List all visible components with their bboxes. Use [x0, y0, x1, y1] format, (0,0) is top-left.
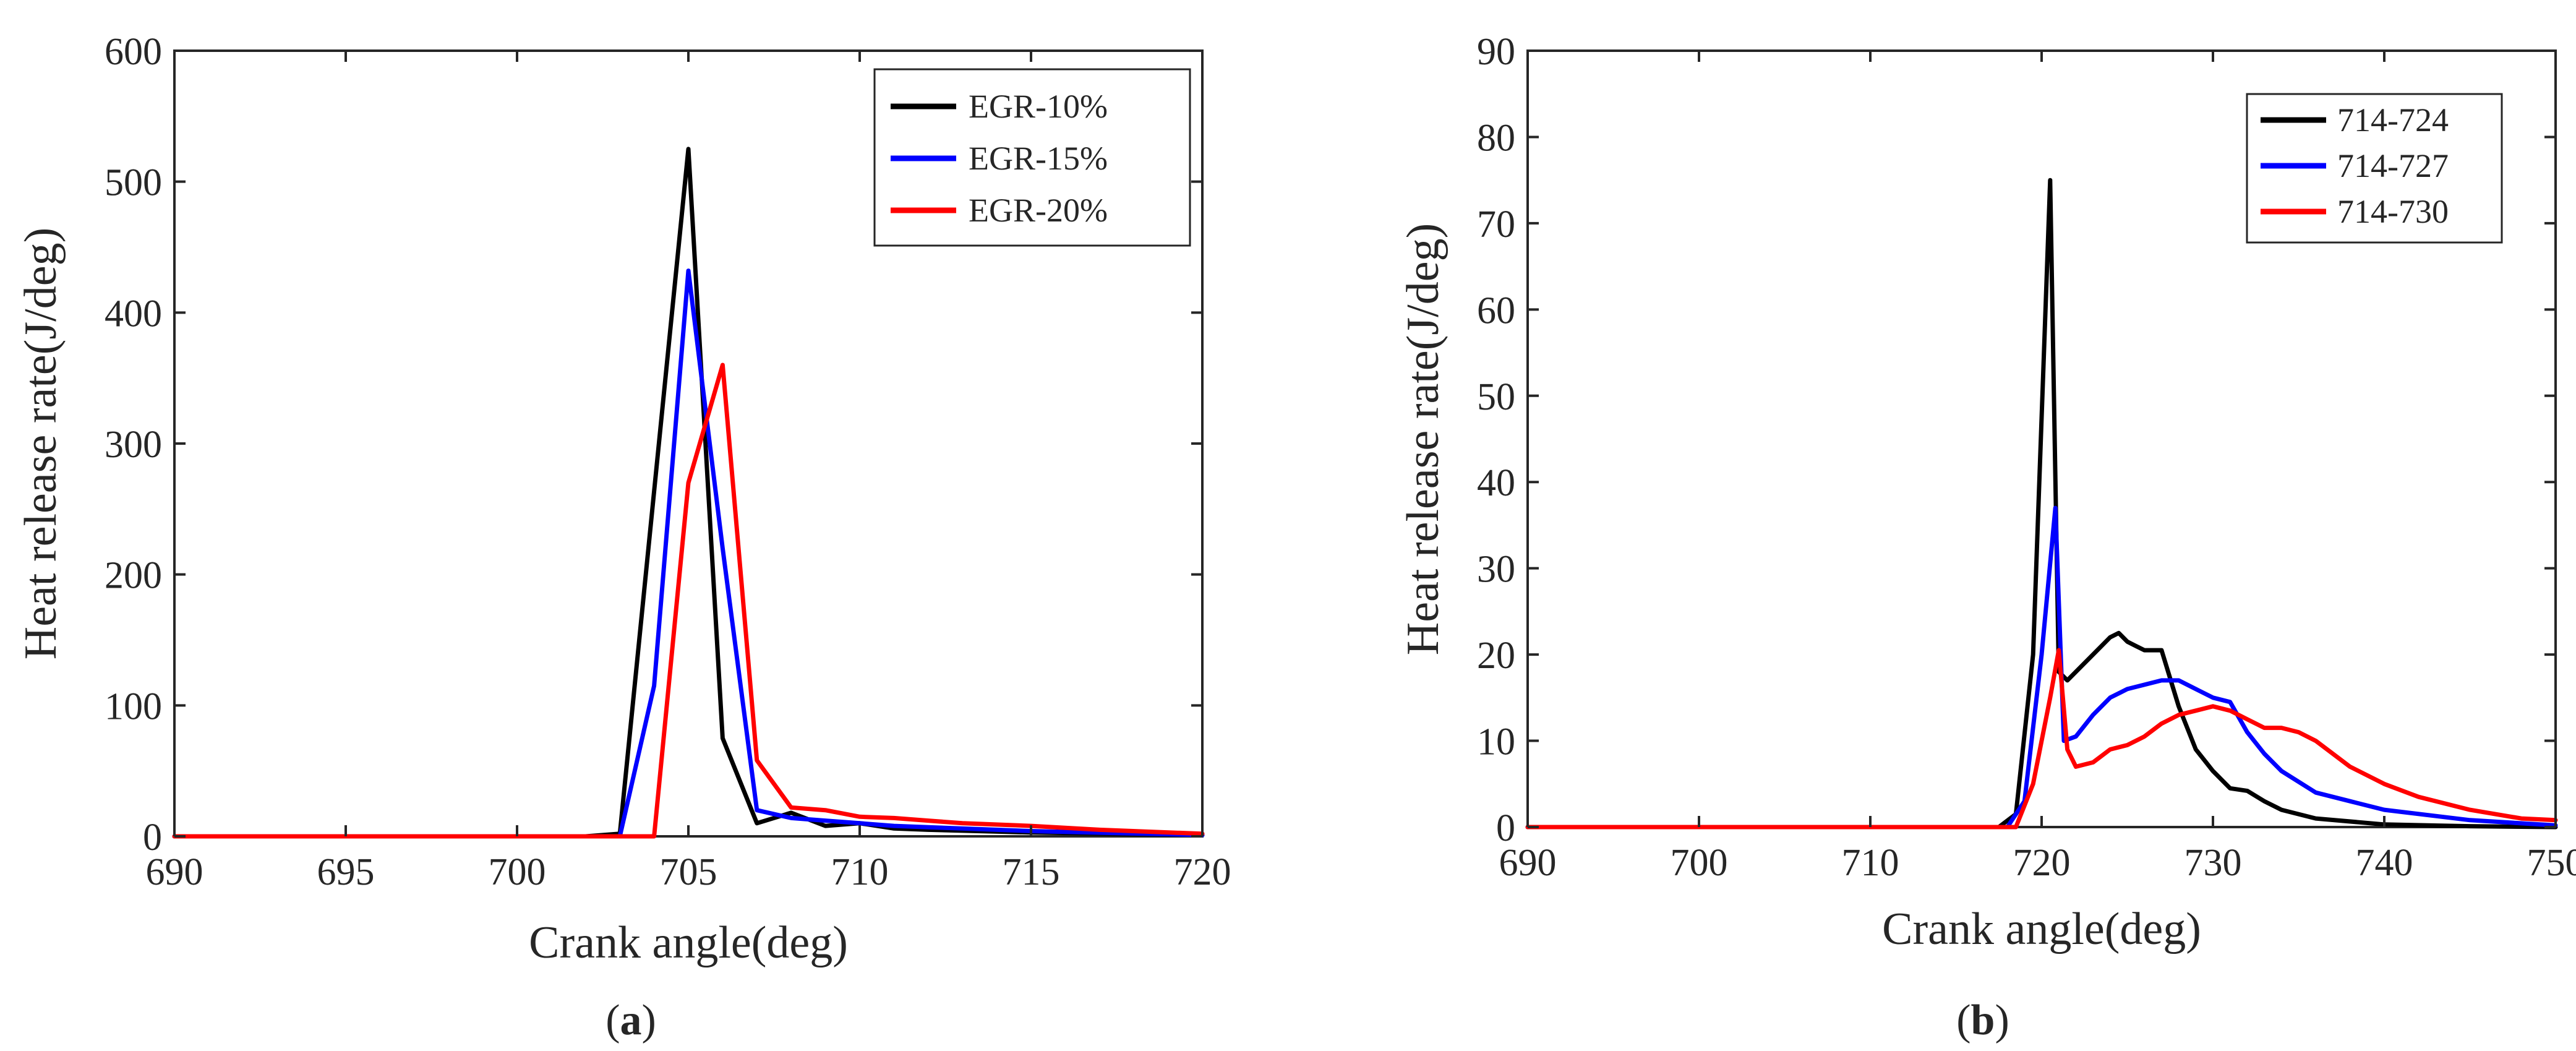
- ytick-labels-b: 0 10 20 30 40 50 60 70 80 90: [1477, 31, 1515, 849]
- legend-label-a-0: EGR-10%: [969, 88, 1108, 125]
- xtick-label-b-5: 740: [2356, 842, 2413, 884]
- series-line-b-1: [1525, 505, 2558, 830]
- series-group-a: [172, 147, 1205, 839]
- x-axis-label-b: Crank angle(deg): [1882, 904, 2201, 954]
- ytick-label-b-3: 30: [1477, 549, 1515, 591]
- ytick-label-a-5: 500: [105, 162, 162, 204]
- legend-b: 714-724 714-727 714-730: [2246, 93, 2503, 244]
- ytick-label-a-6: 600: [105, 31, 162, 73]
- xtick-label-b-0: 690: [1499, 842, 1557, 884]
- panel-label-b: (b): [1956, 997, 2009, 1044]
- legend-a: EGR-10% EGR-15% EGR-20%: [873, 68, 1191, 247]
- ytick-label-b-1: 10: [1477, 721, 1515, 763]
- legend-label-a-1: EGR-15%: [969, 140, 1108, 177]
- legend-label-a-2: EGR-20%: [969, 192, 1108, 229]
- xtick-labels-b: 690 700 710 720 730 740 750: [1499, 842, 2576, 884]
- chart-panel-b: 690 700 710 720 730 740 750 0 10 20 30 40 50 60 70 80 9…: [1398, 31, 2576, 1044]
- xtick-label-a-4: 710: [831, 851, 889, 893]
- ytick-label-b-9: 90: [1477, 31, 1515, 73]
- xtick-labels-a: 690 695 700 705 710 715 720: [146, 851, 1231, 893]
- ticks-group-a: [173, 49, 1204, 838]
- legend-label-b-0: 714-724: [2337, 101, 2449, 139]
- series-line-b-2: [1525, 648, 2558, 830]
- xtick-label-b-2: 710: [1842, 842, 1899, 884]
- xtick-label-a-2: 700: [489, 851, 546, 893]
- series-group-b: [1525, 178, 2558, 830]
- xtick-label-a-1: 695: [317, 851, 375, 893]
- xtick-label-b-4: 730: [2184, 842, 2242, 884]
- xtick-label-b-1: 700: [1671, 842, 1728, 884]
- xtick-label-b-6: 750: [2527, 842, 2576, 884]
- y-axis-label-a: Heat release rate(J/deg): [15, 228, 66, 659]
- xtick-label-a-3: 705: [660, 851, 717, 893]
- y-axis-label-b: Heat release rate(J/deg): [1398, 223, 1448, 655]
- xtick-label-a-0: 690: [146, 851, 203, 893]
- chart-panel-a: 690 695 700 705 710 715 720 0 100 200 300 400 500 60…: [15, 31, 1231, 1044]
- ytick-label-b-0: 0: [1496, 807, 1515, 849]
- series-line-a-2: [172, 362, 1205, 839]
- ytick-label-b-4: 40: [1477, 462, 1515, 504]
- x-axis-label-a: Crank angle(deg): [529, 917, 848, 968]
- legend-label-b-1: 714-727: [2337, 147, 2449, 184]
- ytick-label-a-1: 100: [105, 685, 162, 727]
- ytick-labels-a: 0 100 200 300 400 500 600: [105, 31, 162, 859]
- ytick-label-b-8: 80: [1477, 117, 1515, 159]
- panel-label-a: (a): [605, 997, 656, 1044]
- ytick-label-a-4: 400: [105, 293, 162, 335]
- ytick-label-b-2: 20: [1477, 635, 1515, 677]
- ytick-label-b-7: 70: [1477, 204, 1515, 246]
- ytick-label-b-5: 50: [1477, 376, 1515, 418]
- series-line-b-0: [1525, 178, 2558, 830]
- legend-label-b-2: 714-730: [2337, 193, 2449, 230]
- ticks-group-b: [1526, 49, 2557, 828]
- series-line-a-1: [172, 268, 1205, 839]
- ytick-label-a-0: 0: [143, 817, 162, 859]
- xtick-label-a-6: 720: [1174, 851, 1231, 893]
- ytick-label-b-6: 60: [1477, 290, 1515, 332]
- ytick-label-a-3: 300: [105, 424, 162, 466]
- xtick-label-a-5: 715: [1003, 851, 1060, 893]
- xtick-label-b-3: 720: [2013, 842, 2071, 884]
- ytick-label-a-2: 200: [105, 555, 162, 597]
